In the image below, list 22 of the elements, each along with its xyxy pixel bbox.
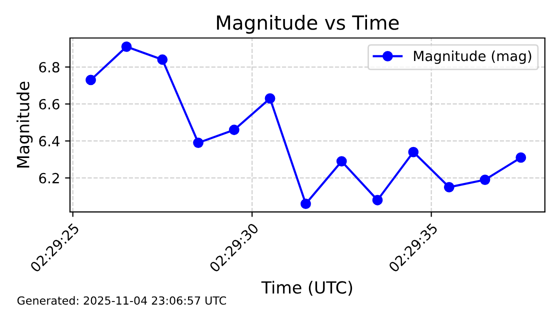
point: [480, 174, 490, 185]
point: [300, 198, 311, 210]
point: [193, 138, 204, 148]
x-axis-title: Time (UTC): [261, 280, 352, 296]
point: [264, 93, 276, 104]
y-tick-label: 6.2: [39, 172, 59, 184]
point: [121, 41, 132, 52]
point: [86, 74, 96, 86]
y-axis-title: Magnitude: [16, 82, 33, 168]
text: Generated: 2025-11-04 23:06:57 UTC: [17, 296, 226, 305]
y-tick-label: 6.4: [39, 136, 60, 146]
point: [157, 54, 168, 65]
legend-label: Magnitude (mag): [414, 50, 532, 64]
point: [372, 194, 383, 206]
point: [444, 182, 454, 192]
y-tick-label: 6.6: [39, 98, 60, 110]
y-tick-label: 6.8: [39, 62, 60, 72]
point: [336, 156, 347, 167]
point: [516, 152, 526, 163]
point: [228, 124, 240, 136]
chart-title: Magnitude vs Time: [217, 14, 399, 34]
point: [408, 146, 419, 158]
